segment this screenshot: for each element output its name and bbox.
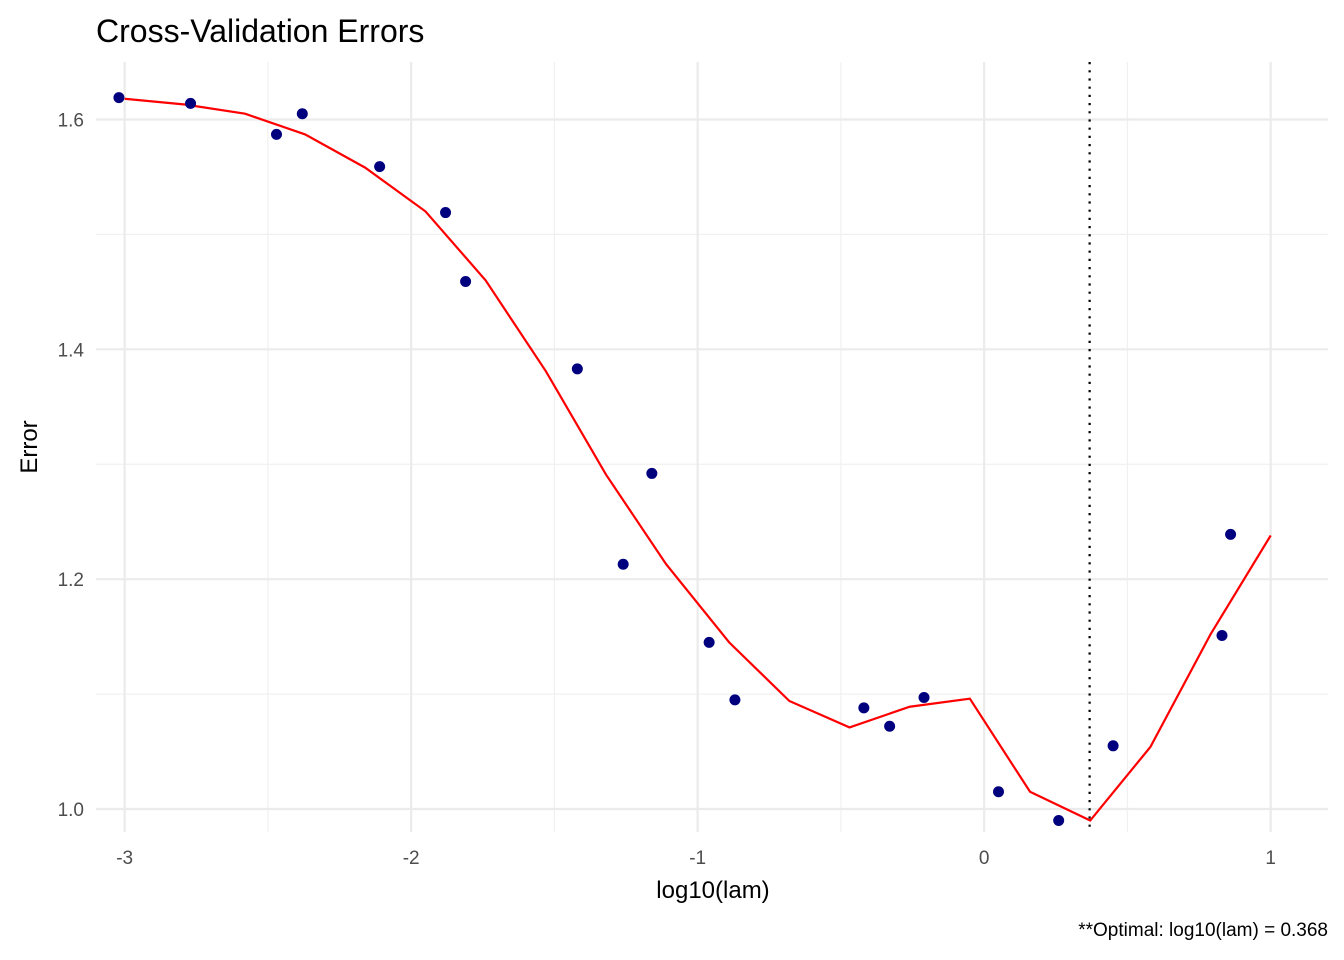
data-point <box>993 786 1005 798</box>
x-tick-label: -3 <box>116 848 133 869</box>
data-point <box>185 97 197 109</box>
x-axis-tick-labels: -3 -2 -1 0 1 <box>116 848 1276 869</box>
minor-gridlines <box>96 62 1328 832</box>
data-point <box>703 636 715 648</box>
y-tick-label: 1.2 <box>58 570 84 591</box>
data-point <box>1053 815 1065 827</box>
data-point <box>440 207 452 219</box>
data-point <box>571 363 583 375</box>
data-point <box>646 467 658 479</box>
data-point <box>1225 528 1237 540</box>
data-point <box>1107 740 1119 752</box>
error-points <box>113 92 1237 827</box>
y-axis-title: Error <box>16 420 43 473</box>
major-gridlines <box>96 62 1328 832</box>
y-axis-tick-labels: 1.0 1.2 1.4 1.6 <box>58 110 85 821</box>
data-point <box>374 161 386 173</box>
smoothed-error-curve <box>124 97 1272 822</box>
chart-title: Cross-Validation Errors <box>96 13 424 49</box>
data-point <box>271 128 283 140</box>
y-tick-label: 1.4 <box>58 340 85 361</box>
x-tick-label: -1 <box>689 848 706 869</box>
data-point <box>858 702 870 714</box>
optimal-caption: **Optimal: log10(lam) = 0.368 <box>1078 920 1328 941</box>
y-tick-label: 1.0 <box>58 800 84 821</box>
y-tick-label: 1.6 <box>58 110 84 131</box>
data-point <box>113 92 125 104</box>
x-tick-label: 0 <box>979 848 990 869</box>
data-point <box>918 692 930 704</box>
x-tick-label: 1 <box>1265 848 1276 869</box>
data-point <box>296 108 308 120</box>
x-axis-title: log10(lam) <box>656 877 769 904</box>
data-point <box>617 558 629 570</box>
x-tick-label: -2 <box>403 848 420 869</box>
data-point <box>1216 629 1228 641</box>
data-point <box>460 276 472 288</box>
data-point <box>884 720 896 732</box>
data-point <box>729 694 741 706</box>
